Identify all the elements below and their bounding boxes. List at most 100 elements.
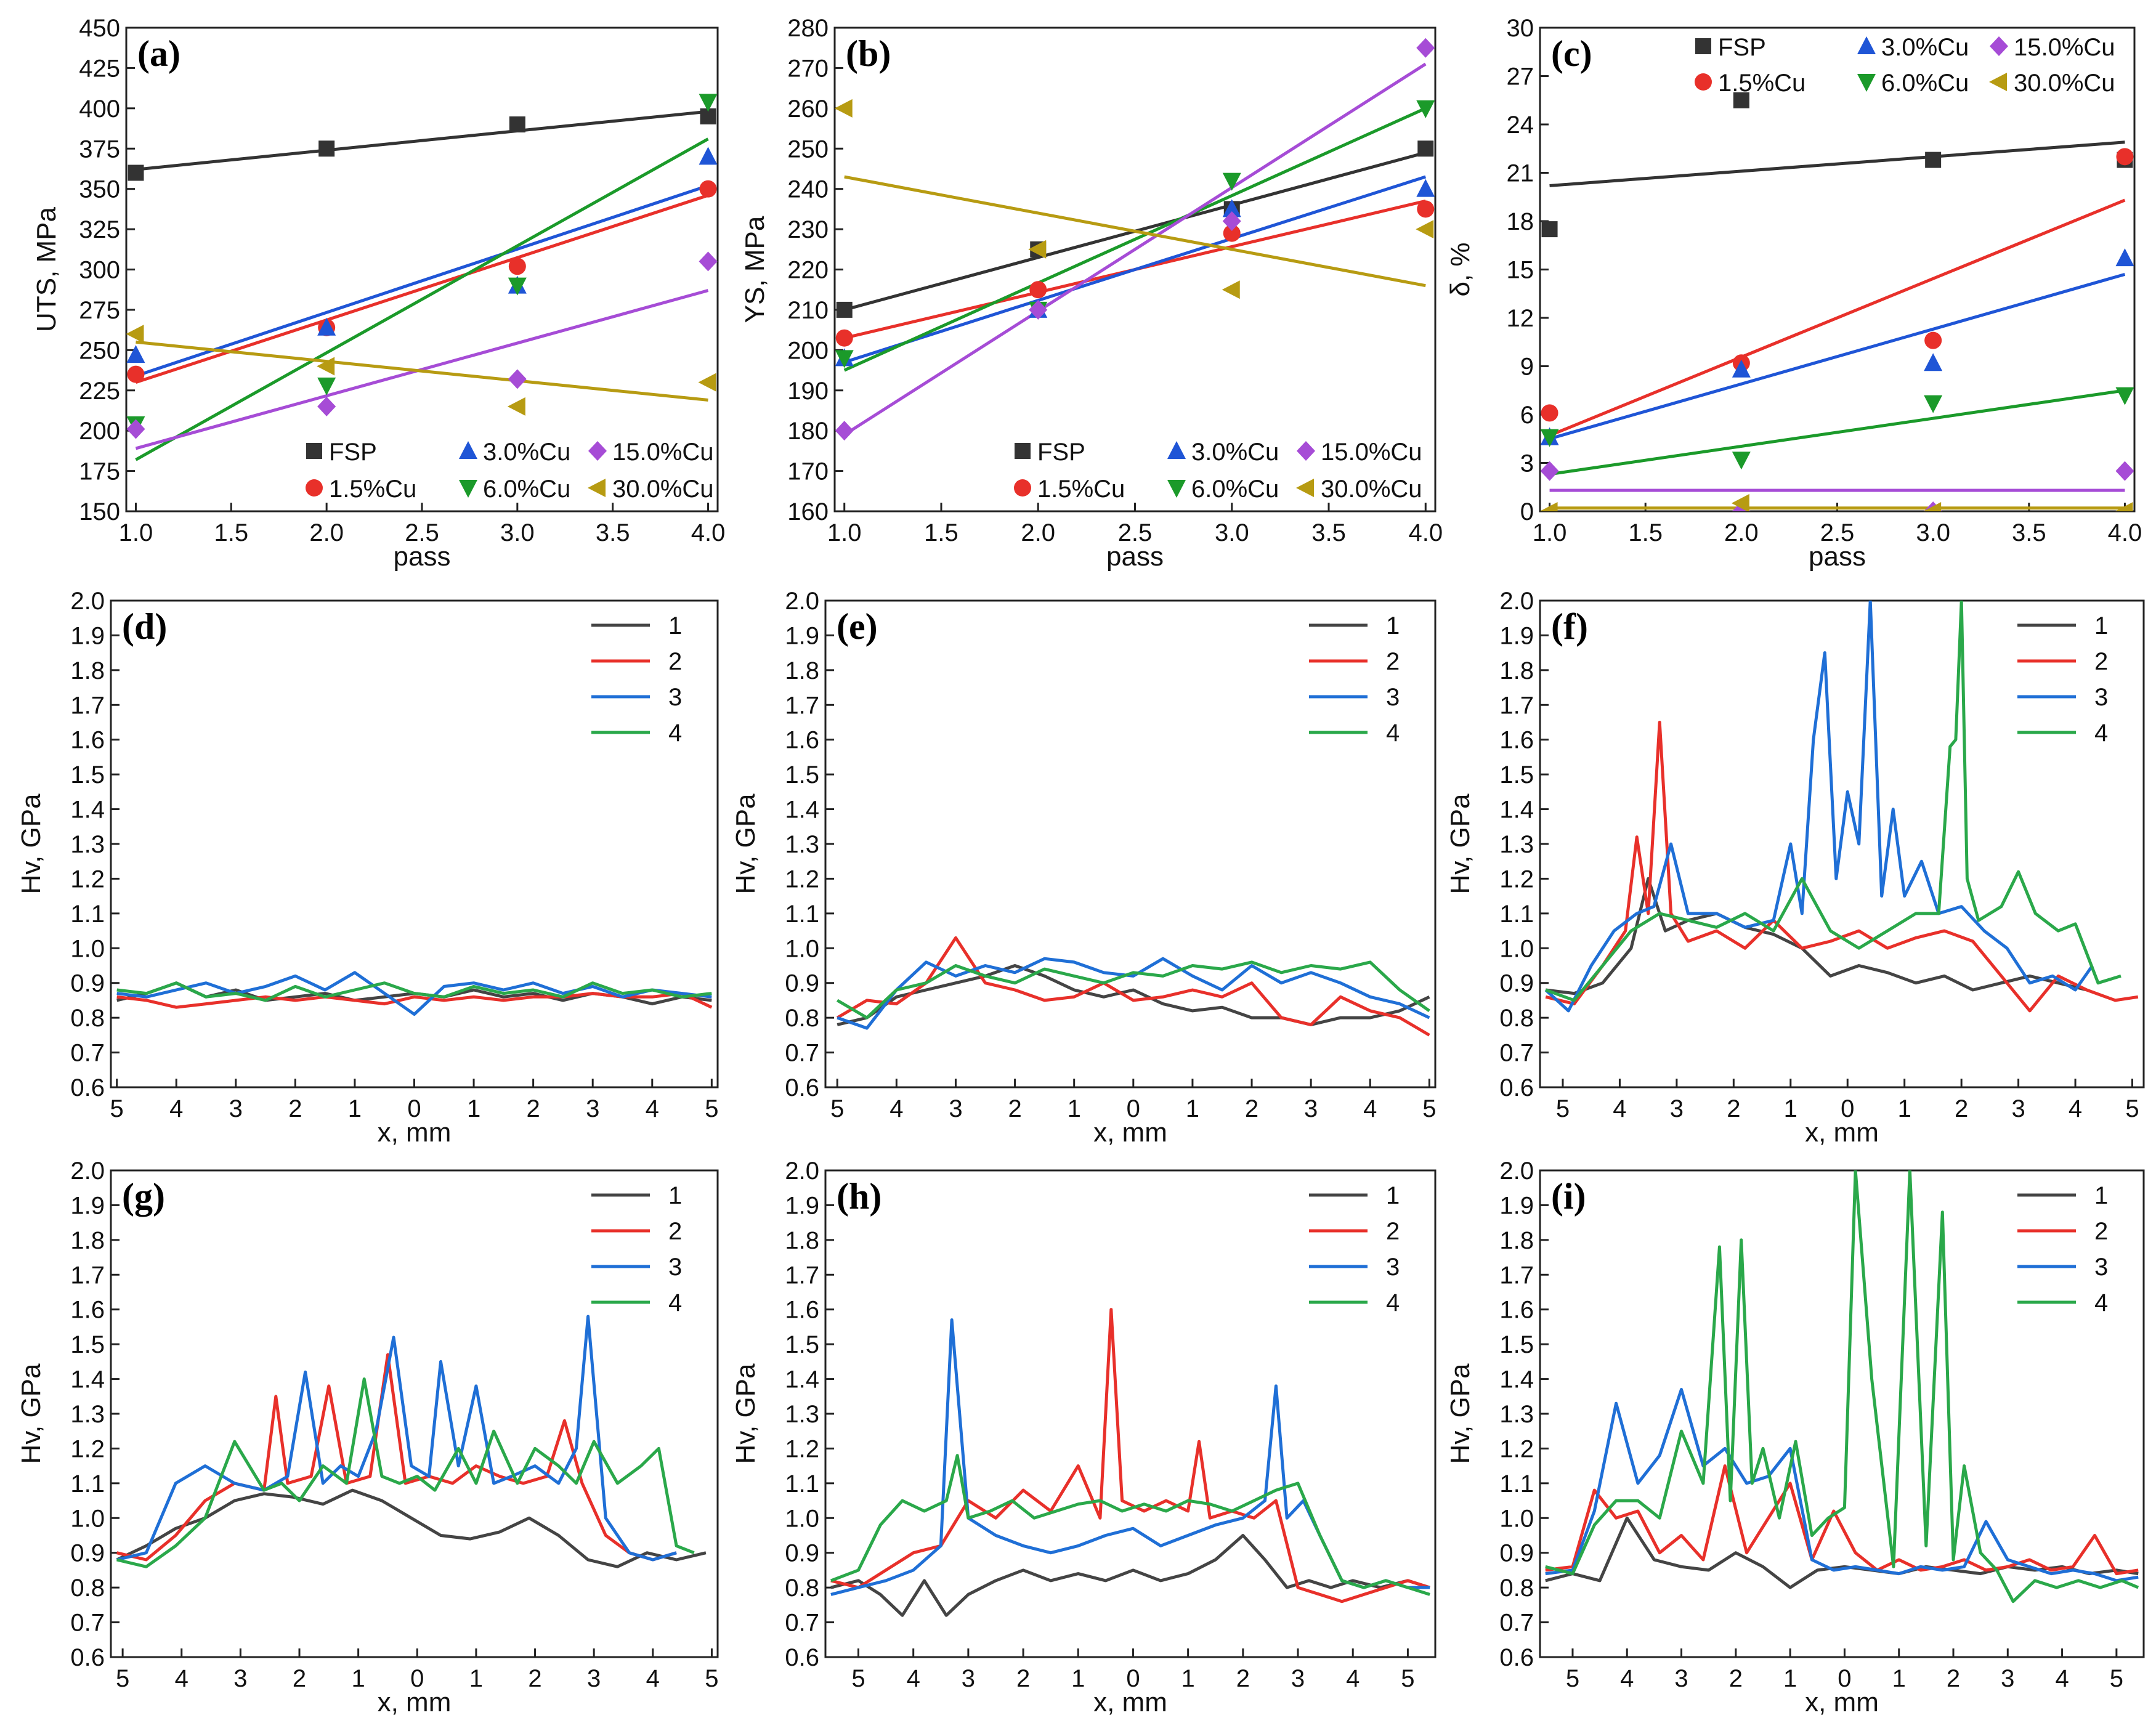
y-tick-label: 1.5	[785, 761, 819, 788]
x-tick-label: 4	[646, 1665, 660, 1692]
data-point-30.0%Cu	[507, 397, 525, 416]
data-point-FSP	[1541, 221, 1558, 238]
legend-marker-FSP	[1695, 38, 1711, 54]
y-tick-label: 1.6	[785, 727, 819, 754]
data-point-30.0%Cu	[317, 357, 335, 376]
x-axis-label: x, mm	[1093, 1117, 1167, 1148]
x-tick-label: 3	[587, 1665, 601, 1692]
y-tick-label: 1.1	[785, 901, 819, 928]
panel-label: (c)	[1551, 33, 1592, 74]
y-tick-label: 0.9	[70, 970, 105, 997]
data-point-FSP	[836, 301, 853, 318]
x-tick-label: 0	[1126, 1665, 1140, 1692]
y-tick-label: 170	[787, 458, 829, 485]
data-point-1.5%Cu	[699, 180, 717, 198]
x-axis-label: pass	[1809, 541, 1866, 572]
x-tick-label: 1.5	[1628, 519, 1663, 546]
legend-label: 2	[668, 648, 682, 675]
y-tick-label: 21	[1507, 160, 1534, 187]
data-point-FSP	[1925, 152, 1942, 168]
data-point-3.0%Cu	[1222, 199, 1241, 217]
legend-label: FSP	[1037, 439, 1085, 466]
x-tick-label: 3	[586, 1095, 599, 1122]
series-line-3	[116, 971, 712, 1016]
y-tick-label: 0	[1520, 498, 1534, 525]
series-line-3	[1545, 1388, 2139, 1583]
plot-frame	[1539, 26, 2136, 513]
data-point-1.5%Cu	[1223, 224, 1241, 242]
x-tick-label: 3.5	[2012, 519, 2046, 546]
y-tick-label: 2.0	[785, 588, 819, 615]
data-point-3.0%Cu	[317, 317, 336, 336]
x-tick-label: 2.5	[1118, 519, 1153, 546]
x-tick-label: 2	[1008, 1095, 1021, 1122]
x-tick-label: 3	[1670, 1095, 1684, 1122]
chart-panel-f: 0.6 0.7 0.8 0.9 1.0 1.1 1.2 1.3 1.4 1.5 1.6 1.7 1.8 1…	[1445, 588, 2145, 1148]
x-tick-label: 5	[830, 1095, 844, 1122]
y-tick-label: 0.7	[785, 1040, 819, 1067]
x-tick-label: 2.0	[1021, 519, 1055, 546]
data-point-30.0%Cu	[698, 373, 716, 392]
y-axis-label: δ, %	[1445, 242, 1475, 296]
y-tick-label: 0.9	[785, 1540, 819, 1567]
legend: FSP 3.0%Cu 15.0%Cu 1.5%Cu 6.0%Cu 30.0%Cu	[1695, 34, 2115, 97]
y-tick-label: 1.9	[785, 1192, 819, 1219]
legend-label: 4	[2094, 720, 2108, 747]
legend-label: 30.0%Cu	[1321, 476, 1422, 503]
legend: 1 2 3 4	[2017, 612, 2108, 747]
data-point-30.0%Cu	[1416, 220, 1434, 239]
y-tick-label: 0.8	[785, 1575, 819, 1602]
y-tick-label: 1.4	[70, 797, 105, 824]
series-line-3	[116, 1315, 677, 1562]
x-axis-label: x, mm	[378, 1687, 452, 1717]
y-tick-label: 160	[787, 498, 829, 525]
y-tick-label: 1.0	[70, 1505, 105, 1532]
y-tick-label: 3	[1520, 450, 1534, 477]
x-tick-label: 4	[646, 1095, 659, 1122]
x-tick-label: 5	[110, 1095, 124, 1122]
legend-label: 1	[668, 1182, 682, 1209]
data-point-3.0%Cu	[1732, 359, 1751, 378]
x-tick-label: 4	[1620, 1665, 1634, 1692]
y-tick-label: 1.0	[1499, 1505, 1534, 1532]
y-tick-label: 1.0	[1499, 935, 1534, 962]
data-point-FSP	[1733, 92, 1749, 108]
y-tick-label: 1.7	[785, 692, 819, 719]
y-axis-label: UTS, MPa	[31, 207, 62, 332]
x-tick-label: 2	[1955, 1095, 1968, 1122]
chart-panel-b: 160 170 180 190 200 210 220 230 240 250 260 270 280 1…	[740, 15, 1443, 572]
data-point-6.0%Cu	[1222, 172, 1241, 191]
x-tick-label: 5	[1566, 1665, 1579, 1692]
x-tick-label: 2.0	[1724, 519, 1759, 546]
data-point-6.0%Cu	[317, 377, 336, 395]
plot-area	[1544, 601, 2139, 1013]
legend-marker-15.0%Cu	[1297, 441, 1315, 461]
x-tick-label: 1.5	[924, 519, 958, 546]
fit-line-6.0%Cu	[135, 137, 709, 461]
y-tick-label: 0.8	[785, 1005, 819, 1032]
y-tick-label: 1.7	[1499, 1262, 1534, 1289]
x-tick-label: 1	[1068, 1095, 1081, 1122]
x-tick-label: 1	[1892, 1665, 1906, 1692]
y-tick-label: 325	[79, 216, 120, 243]
data-point-6.0%Cu	[699, 94, 718, 112]
x-tick-label: 2	[293, 1665, 306, 1692]
y-tick-label: 0.6	[1499, 1644, 1534, 1671]
x-tick-label: 4.0	[1408, 519, 1443, 546]
y-tick-label: 1.3	[70, 831, 105, 858]
fit-line-3.0%Cu	[1549, 272, 2126, 440]
x-tick-label: 4.0	[2108, 519, 2142, 546]
fit-line-FSP	[136, 110, 708, 171]
x-tick-label: 1	[1071, 1665, 1085, 1692]
y-tick-label: 1.5	[1499, 761, 1534, 788]
x-tick-label: 2	[1245, 1095, 1258, 1122]
legend-marker-15.0%Cu	[1990, 36, 2008, 56]
legend-label: 2	[668, 1218, 682, 1245]
y-tick-label: 1.3	[1499, 831, 1534, 858]
legend-label: 1.5%Cu	[1718, 70, 1805, 97]
plot-area	[835, 38, 1435, 441]
y-tick-label: 1.9	[1499, 1192, 1534, 1219]
y-axis-label: Hv, GPa	[16, 793, 46, 894]
data-point-FSP	[318, 140, 335, 157]
